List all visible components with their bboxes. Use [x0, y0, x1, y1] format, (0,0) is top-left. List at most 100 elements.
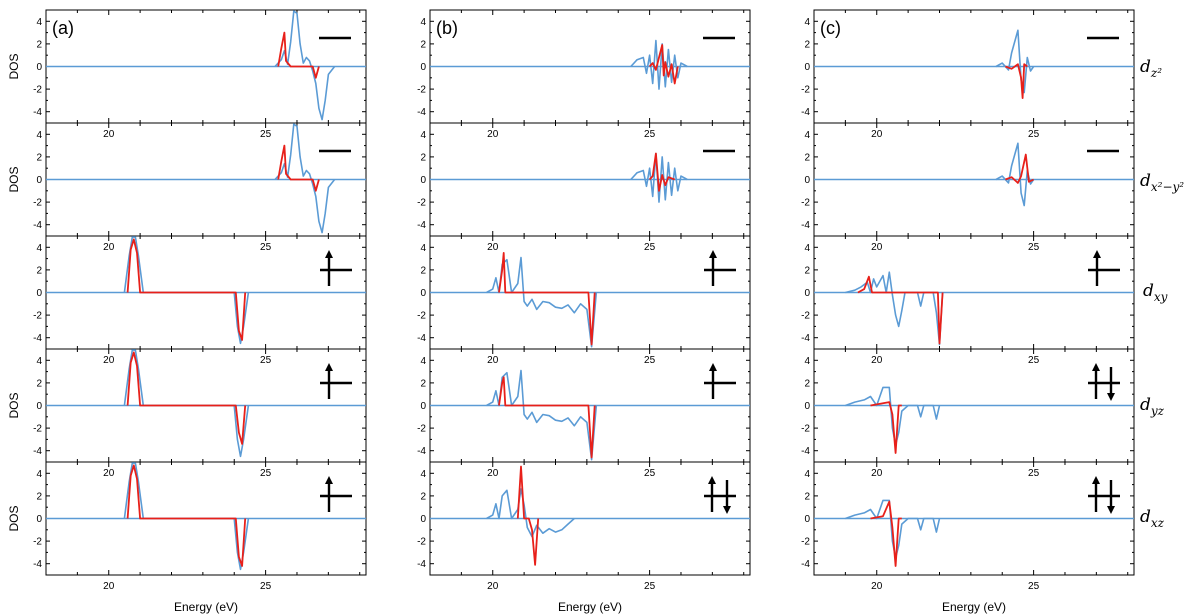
y-tick-label: 4 [36, 469, 42, 480]
orbital-label: dyz [1140, 395, 1165, 418]
series-total-dos [995, 29, 1035, 94]
series-partial-dos [870, 500, 902, 567]
y-tick-label: -4 [33, 559, 42, 570]
y-tick-label: -2 [417, 537, 426, 548]
x-tick-label-inner: 25 [1028, 242, 1040, 253]
x-tick-label-inner: 20 [487, 355, 499, 366]
series-partial-dos [857, 275, 944, 345]
x-tick-label-inner: 20 [103, 129, 115, 140]
y-tick-label: -2 [417, 311, 426, 322]
x-tick-label: 25 [1028, 581, 1040, 592]
y-tick-label: -2 [33, 198, 42, 209]
y-tick-label: 4 [420, 17, 426, 28]
series-total-dos [274, 10, 336, 121]
y-tick-label: 4 [804, 469, 810, 480]
y-tick-label: 0 [36, 288, 42, 299]
series-total-dos [630, 152, 688, 203]
y-tick-label: 4 [804, 17, 810, 28]
y-tick-label: 2 [420, 152, 426, 163]
y-tick-label: 4 [36, 243, 42, 254]
series-partial-dos [126, 238, 247, 341]
spin-up-arrow-icon [1092, 476, 1100, 484]
panel-label: (a) [52, 18, 74, 38]
y-tick-label: -2 [417, 198, 426, 209]
y-tick-label: 2 [804, 265, 810, 276]
x-tick-label-inner: 20 [871, 129, 883, 140]
y-tick-label: -2 [801, 311, 810, 322]
y-tick-label: 0 [36, 62, 42, 73]
series-partial-dos [648, 152, 676, 192]
spin-down-arrow-icon [723, 506, 731, 514]
y-tick-label: -2 [417, 424, 426, 435]
series-partial-dos [516, 465, 540, 566]
series-partial-dos [498, 376, 596, 459]
y-tick-label: -2 [417, 85, 426, 96]
y-tick-label: 0 [420, 175, 426, 186]
orbital-label: dxz [1140, 507, 1165, 530]
series-partial-dos [277, 144, 320, 192]
x-tick-label: 20 [871, 581, 883, 592]
y-tick-label: -4 [33, 220, 42, 231]
y-tick-label: 4 [804, 356, 810, 367]
series-partial-dos [1005, 63, 1028, 99]
spin-up-arrow-icon [325, 363, 333, 371]
series-total-dos [274, 123, 336, 234]
y-tick-label: 2 [36, 152, 42, 163]
series-total-dos [630, 39, 688, 90]
x-tick-label: 20 [103, 581, 115, 592]
series-partial-dos [277, 31, 320, 79]
orbital-label: dz² [1140, 57, 1162, 80]
y-tick-label: -2 [33, 85, 42, 96]
panel-label: (c) [820, 18, 841, 38]
x-tick-label-inner: 25 [1028, 468, 1040, 479]
y-tick-label: -4 [801, 559, 810, 570]
y-tick-label: 0 [804, 288, 810, 299]
x-axis-label: Energy (eV) [174, 600, 238, 614]
y-axis-label: DOS [7, 53, 21, 79]
spin-up-arrow-icon [1092, 363, 1100, 371]
series-total-dos [123, 236, 250, 345]
spin-up-arrow-icon [1093, 250, 1101, 258]
spin-up-arrow-icon [709, 363, 717, 371]
x-tick-label-inner: 25 [260, 129, 272, 140]
y-tick-label: -2 [33, 311, 42, 322]
series-partial-dos [498, 252, 596, 346]
y-tick-label: 4 [804, 243, 810, 254]
series-total-dos [486, 488, 575, 538]
y-tick-label: 0 [804, 62, 810, 73]
y-tick-label: 0 [804, 514, 810, 525]
x-tick-label-inner: 20 [487, 468, 499, 479]
y-axis-label: DOS [7, 166, 21, 192]
x-tick-label-inner: 25 [260, 468, 272, 479]
y-tick-label: 0 [420, 62, 426, 73]
y-tick-label: 2 [804, 491, 810, 502]
x-tick-label-inner: 20 [487, 242, 499, 253]
x-tick-label-inner: 20 [871, 355, 883, 366]
x-axis-label: Energy (eV) [942, 600, 1006, 614]
spin-down-arrow-icon [1107, 393, 1115, 401]
series-total-dos [123, 349, 250, 458]
y-tick-label: 2 [36, 378, 42, 389]
x-tick-label-inner: 25 [1028, 355, 1040, 366]
y-tick-label: 0 [420, 288, 426, 299]
series-partial-dos [126, 351, 247, 445]
y-tick-label: -4 [417, 446, 426, 457]
y-tick-label: -4 [417, 559, 426, 570]
y-tick-label: 2 [804, 378, 810, 389]
series-total-dos [123, 462, 250, 571]
x-tick-label-inner: 20 [871, 242, 883, 253]
y-tick-label: -4 [417, 107, 426, 118]
y-tick-label: 2 [36, 265, 42, 276]
y-tick-label: -4 [801, 107, 810, 118]
x-tick-label-inner: 25 [644, 242, 656, 253]
x-tick-label: 25 [260, 581, 272, 592]
y-tick-label: 2 [420, 39, 426, 50]
y-tick-label: 4 [36, 356, 42, 367]
series-partial-dos [870, 401, 902, 454]
orbital-label: dx²−y² [1140, 171, 1184, 194]
x-tick-label-inner: 25 [644, 129, 656, 140]
x-tick-label-inner: 20 [103, 242, 115, 253]
x-tick-label-inner: 25 [260, 242, 272, 253]
y-tick-label: 2 [420, 378, 426, 389]
y-tick-label: -2 [801, 198, 810, 209]
